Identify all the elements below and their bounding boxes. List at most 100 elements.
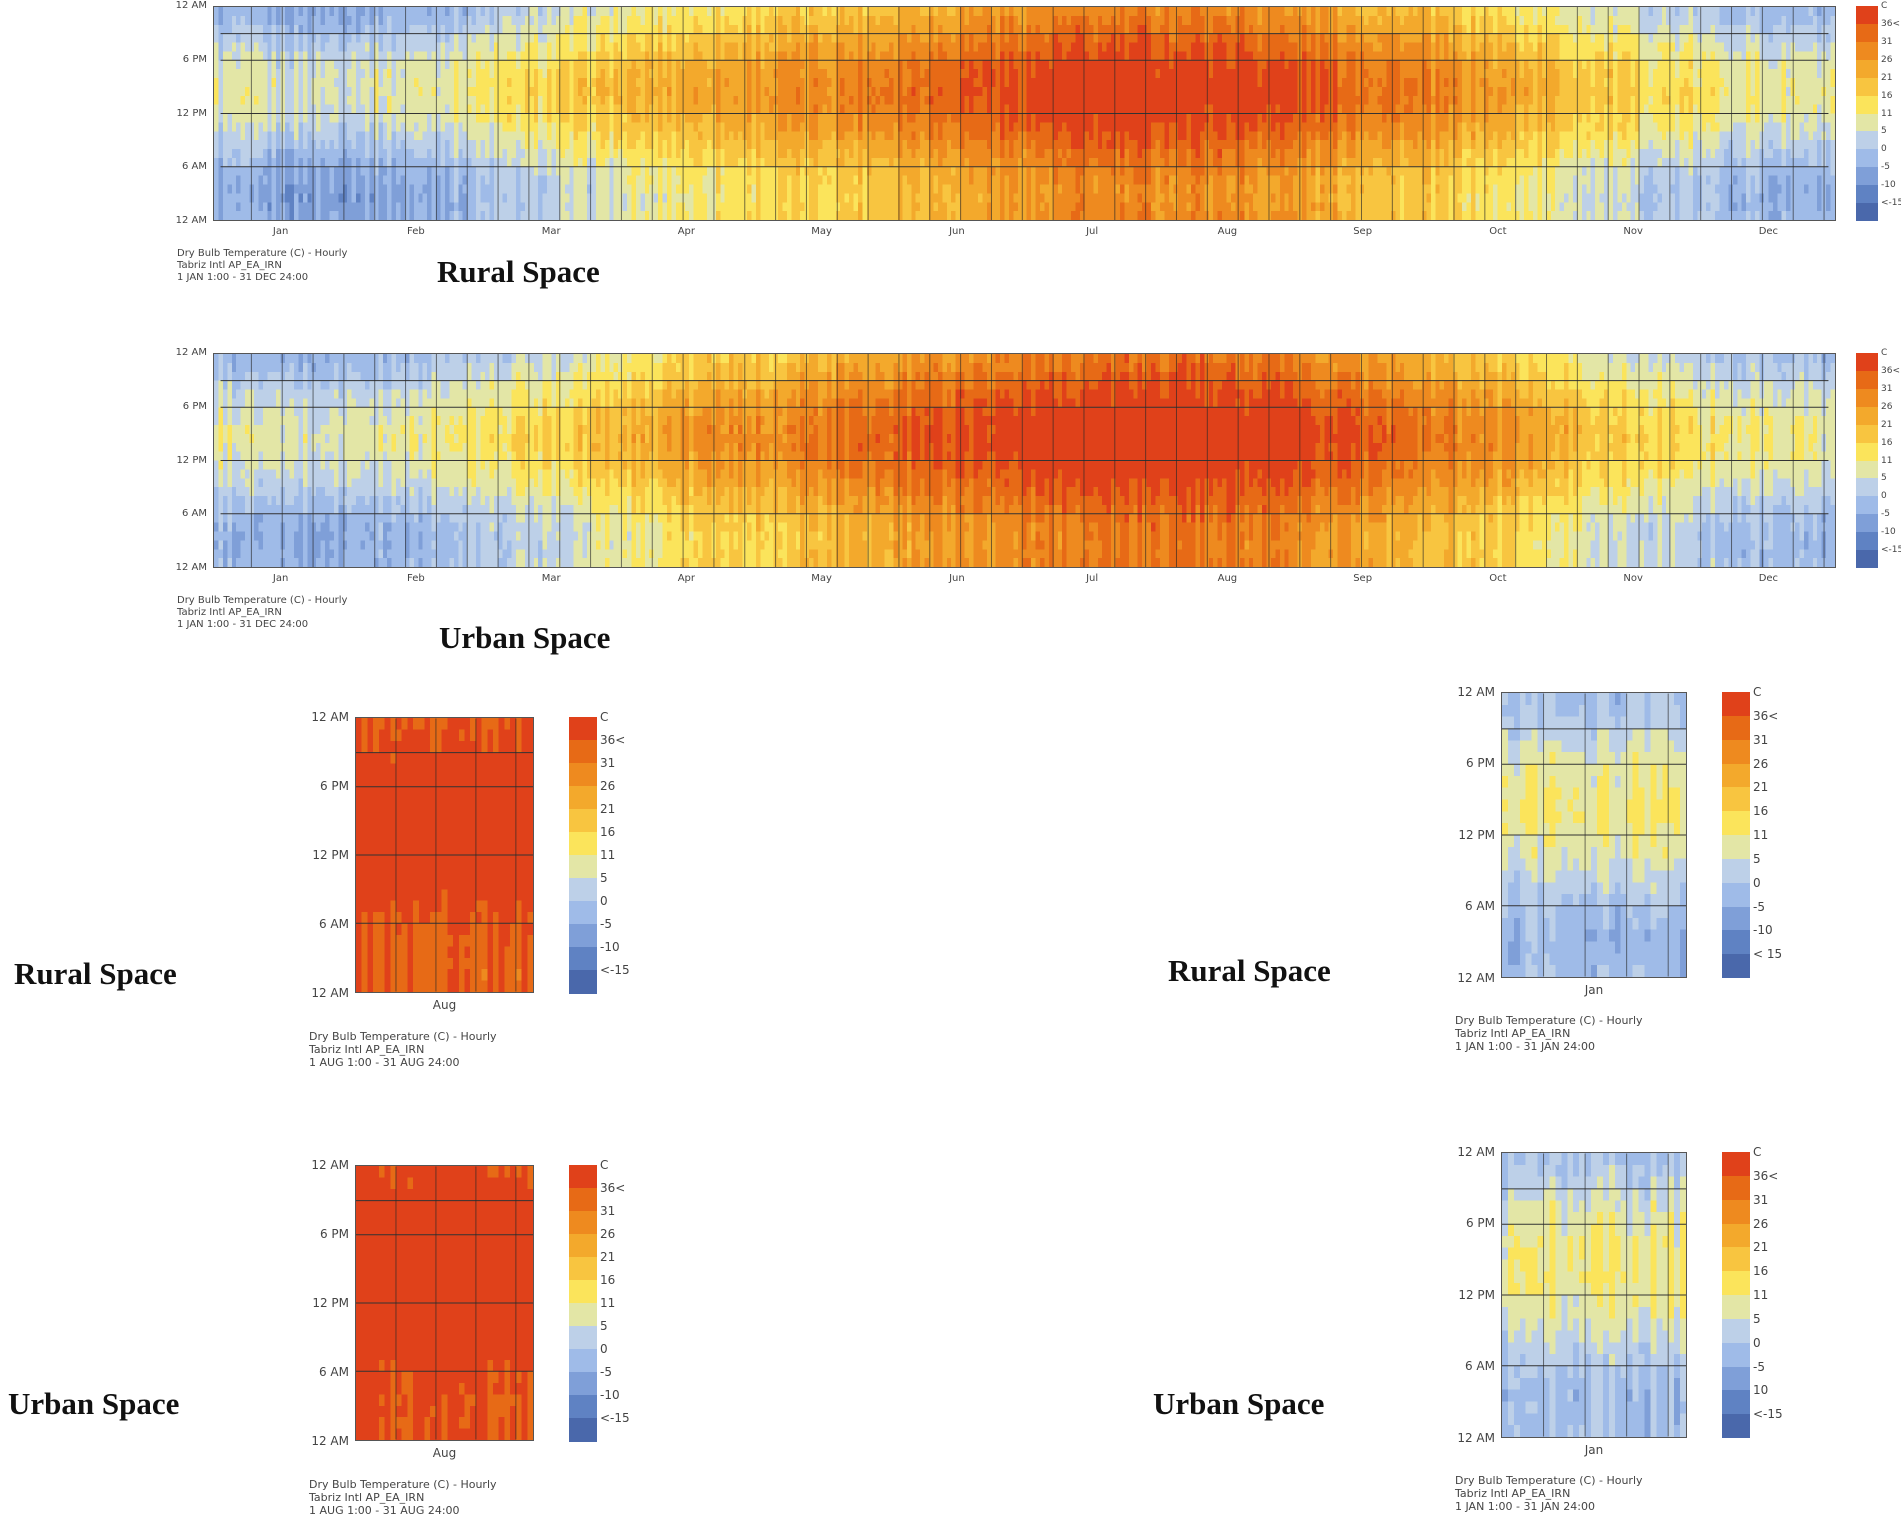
legend-swatch (569, 901, 597, 925)
caption-station: Tabriz Intl AP_EA_IRN (1455, 1027, 1571, 1040)
legend-tick-label: 11 (1881, 455, 1893, 466)
legend-swatch (569, 832, 597, 856)
caption-station: Tabriz Intl AP_EA_IRN (309, 1491, 425, 1504)
legend-tick-label: 31 (600, 1204, 616, 1218)
legend-swatch (1722, 930, 1750, 955)
legend-swatch (1722, 858, 1750, 884)
x-tick-label: May (811, 573, 832, 584)
legend-swatch (1722, 906, 1750, 931)
legend-tick-label: 31 (1753, 1192, 1769, 1207)
y-tick-label: 6 AM (1464, 899, 1495, 914)
legend-swatch (1856, 478, 1878, 497)
caption-period: 1 JAN 1:00 - 31 JAN 24:00 (1455, 1040, 1595, 1053)
x-tick-label: Oct (1489, 226, 1507, 237)
legend-tick-label: -5 (1753, 1359, 1765, 1374)
legend-swatch (1722, 692, 1750, 717)
y-tick-label: 6 PM (1465, 756, 1495, 771)
legend-tick-label: 10 (1753, 1383, 1769, 1398)
legend-tick-label: 11 (600, 848, 616, 862)
legend-swatch (569, 1280, 597, 1304)
legend-tick-label: 21 (600, 802, 616, 816)
y-tick-label: 12 AM (311, 1433, 349, 1448)
caption-title: Dry Bulb Temperature (C) - Hourly (309, 1030, 497, 1043)
y-tick-label: 12 AM (1457, 684, 1495, 699)
legend-tick-label: 0 (1753, 1335, 1761, 1350)
legend-swatch (1856, 388, 1878, 408)
chart-caption: Dry Bulb Temperature (C) - Hourly Tabriz… (1455, 1014, 1643, 1053)
legend-swatch (569, 1257, 597, 1281)
legend-swatch (1722, 1199, 1750, 1224)
legend-swatch (1722, 1152, 1750, 1177)
legend-swatch (1856, 532, 1878, 551)
x-tick-label: Sep (1353, 226, 1373, 237)
x-tick-label: Dec (1758, 573, 1779, 584)
legend-tick-label: -5 (600, 917, 612, 931)
y-tick-label: 12 AM (1457, 1144, 1495, 1159)
y-tick-label: 12 AM (175, 0, 207, 11)
legend-swatch (1856, 203, 1878, 222)
legend-tick-label: -5 (1881, 162, 1890, 173)
heatmap-urban-jan (1501, 1152, 1687, 1438)
x-tick-label: May (811, 226, 832, 237)
y-tick-label: 12 PM (1458, 827, 1495, 842)
legend-tick-label: 31 (1753, 732, 1769, 747)
legend-swatch (569, 1395, 597, 1419)
legend-swatch (1722, 1318, 1750, 1344)
legend-swatch (569, 1211, 597, 1235)
heatmap-grid (220, 7, 1829, 220)
legend-swatch (1856, 6, 1878, 25)
legend-tick-label: <-15 (1881, 198, 1901, 209)
y-tick-label: 6 AM (1464, 1359, 1495, 1374)
legend-unit: C (600, 1158, 609, 1172)
legend-tick-label: 21 (1753, 1240, 1769, 1255)
legend-swatch (1722, 1342, 1750, 1367)
y-tick-label: 12 PM (1458, 1287, 1495, 1302)
legend-swatch (1856, 23, 1878, 43)
legend-swatch (1856, 185, 1878, 204)
legend-tick-label: 26 (1881, 401, 1893, 412)
label-rural-aug: Rural Space (14, 956, 177, 991)
legend-swatch (1722, 882, 1750, 907)
caption-period: 1 AUG 1:00 - 31 AUG 24:00 (309, 1504, 460, 1517)
legend-swatch (1722, 811, 1750, 836)
legend-tick-label: 36< (1881, 18, 1900, 29)
legend-tick-label: -10 (600, 1388, 620, 1402)
caption-title: Dry Bulb Temperature (C) - Hourly (1455, 1014, 1643, 1027)
legend-swatch (1856, 77, 1878, 97)
legend-swatch (1722, 763, 1750, 788)
legend-tick-label: -5 (600, 1365, 612, 1379)
label-urban-jan: Urban Space (1153, 1386, 1325, 1421)
legend-swatch (1722, 739, 1750, 764)
legend-tick-label: 16 (1881, 90, 1893, 101)
heatmap-urban-aug (355, 1165, 534, 1441)
legend-tick-label: <-15 (1753, 1407, 1783, 1422)
caption-station: Tabriz Intl AP_EA_IRN (177, 607, 282, 618)
legend-tick-label: < 15 (1753, 947, 1783, 962)
label-urban-aug: Urban Space (8, 1386, 180, 1421)
legend-swatch (1856, 149, 1878, 168)
legend-tick-label: <-15 (600, 963, 630, 977)
heatmap-rural-annual (213, 6, 1836, 221)
legend-tick-label: 0 (1881, 144, 1887, 155)
legend-swatch (1722, 1390, 1750, 1415)
legend-swatch (1856, 167, 1878, 186)
y-tick-label: 12 AM (311, 985, 349, 1000)
y-tick-label: 12 AM (311, 709, 349, 724)
heatmap-rural-jan (1501, 692, 1687, 978)
legend-swatch (569, 1303, 597, 1327)
legend-tick-label: -5 (1881, 509, 1890, 520)
legend-tick-label: 16 (600, 825, 616, 839)
x-tick-label: Dec (1758, 226, 1779, 237)
legend-tick-label: 16 (1753, 1264, 1769, 1279)
x-tick-label: Nov (1623, 573, 1643, 584)
legend-swatch (1722, 1366, 1750, 1391)
legend-tick-label: 11 (1753, 828, 1769, 842)
heatmap-grid (356, 718, 533, 992)
legend-swatch (1722, 954, 1750, 979)
x-tick-label: Jul (1086, 226, 1099, 237)
y-tick-label: 6 PM (182, 400, 207, 412)
legend-tick-label: -10 (1881, 527, 1896, 538)
caption-period: 1 JAN 1:00 - 31 DEC 24:00 (177, 272, 309, 283)
legend-swatch (569, 1349, 597, 1373)
x-tick-label: Aug (432, 998, 457, 1012)
